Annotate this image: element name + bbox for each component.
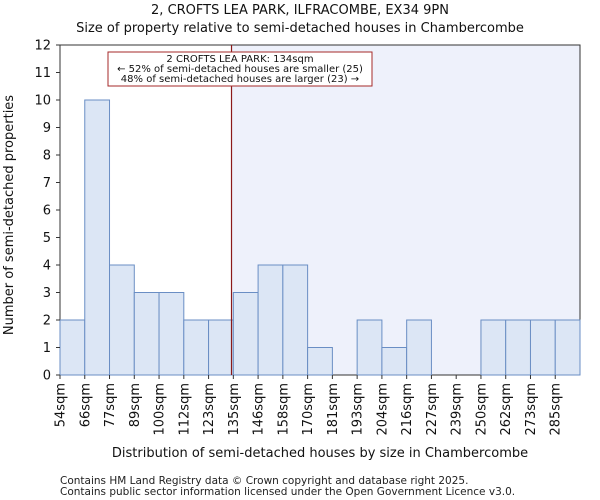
y-tick-label: 7 — [43, 176, 51, 191]
x-tick-label-77sqm: 77sqm — [103, 383, 118, 427]
bar-250sqm — [481, 320, 506, 375]
y-tick-label: 6 — [43, 204, 51, 219]
bar-204sqm — [382, 348, 407, 376]
x-tick-label-66sqm: 66sqm — [78, 383, 93, 427]
bar-89sqm — [134, 293, 159, 376]
x-tick-label-100sqm: 100sqm — [153, 383, 168, 436]
y-tick-label: 11 — [34, 66, 51, 81]
y-tick-label: 10 — [34, 94, 51, 109]
y-tick-label: 4 — [43, 259, 51, 274]
chart-title-line1: 2, CROFTS LEA PARK, ILFRACOMBE, EX34 9PN — [151, 3, 449, 18]
x-tick-label-123sqm: 123sqm — [202, 383, 217, 436]
y-tick-label: 8 — [43, 149, 51, 164]
chart-title-line2: Size of property relative to semi-detach… — [76, 21, 524, 36]
x-axis-label: Distribution of semi-detached houses by … — [112, 446, 528, 461]
bar-170sqm — [308, 348, 333, 376]
y-tick-label: 12 — [34, 39, 51, 54]
x-tick-label-227sqm: 227sqm — [425, 383, 440, 436]
y-tick-label: 5 — [43, 231, 51, 246]
bar-112sqm — [184, 320, 209, 375]
x-tick-label-181sqm: 181sqm — [326, 383, 341, 436]
x-tick-label-204sqm: 204sqm — [375, 383, 390, 436]
x-tick-label-216sqm: 216sqm — [400, 383, 415, 436]
bar-285sqm — [555, 320, 580, 375]
x-tick-label-250sqm: 250sqm — [474, 383, 489, 436]
bar-123sqm — [209, 320, 234, 375]
footer-line2: Contains public sector information licen… — [60, 486, 515, 498]
bar-273sqm — [530, 320, 555, 375]
bar-158sqm — [283, 265, 308, 375]
bar-100sqm — [159, 293, 184, 376]
bar-146sqm — [258, 265, 283, 375]
y-tick-label: 3 — [43, 286, 51, 301]
bar-135sqm — [233, 293, 258, 376]
x-tick-label-239sqm: 239sqm — [450, 383, 465, 436]
x-tick-label-135sqm: 135sqm — [227, 383, 242, 436]
x-tick-label-285sqm: 285sqm — [549, 383, 564, 436]
bar-262sqm — [506, 320, 531, 375]
y-tick-label: 1 — [43, 341, 51, 356]
bar-77sqm — [110, 265, 135, 375]
x-tick-label-170sqm: 170sqm — [301, 383, 316, 436]
x-tick-label-193sqm: 193sqm — [351, 383, 366, 436]
y-tick-label: 0 — [43, 369, 51, 384]
x-tick-label-158sqm: 158sqm — [276, 383, 291, 436]
y-axis-label: Number of semi-detached properties — [2, 95, 17, 335]
x-tick-label-146sqm: 146sqm — [252, 383, 267, 436]
x-tick-label-112sqm: 112sqm — [177, 383, 192, 436]
bar-54sqm — [60, 320, 85, 375]
bar-216sqm — [407, 320, 432, 375]
bar-66sqm — [85, 100, 110, 375]
chart: 2, CROFTS LEA PARK, ILFRACOMBE, EX34 9PN… — [0, 0, 600, 500]
annotation-line3: 48% of semi-detached houses are larger (… — [121, 74, 359, 85]
bar-193sqm — [357, 320, 382, 375]
y-tick-label: 9 — [43, 121, 51, 136]
y-tick-label: 2 — [43, 314, 51, 329]
x-tick-label-89sqm: 89sqm — [128, 383, 143, 427]
x-tick-label-273sqm: 273sqm — [524, 383, 539, 436]
x-ticks: 54sqm 66sqm 77sqm 89sqm 100sqm 112sqm 123sqm 13… — [54, 375, 564, 436]
x-tick-label-262sqm: 262sqm — [499, 383, 514, 436]
x-tick-label-54sqm: 54sqm — [54, 383, 69, 427]
